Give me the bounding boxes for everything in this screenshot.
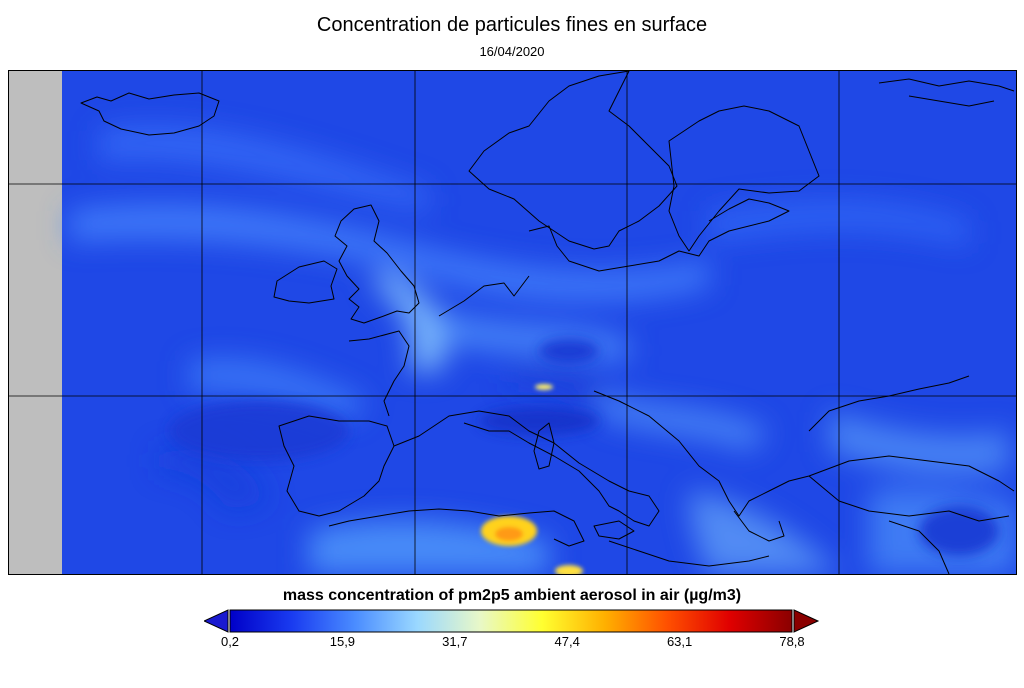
map-panel bbox=[8, 70, 1017, 575]
colorbar-tick-label: 47,4 bbox=[554, 634, 580, 649]
map-date: 16/04/2020 bbox=[479, 44, 545, 59]
colorbar-extend-high bbox=[793, 609, 820, 633]
colorbar-title: mass concentration of pm2p5 ambient aero… bbox=[282, 587, 742, 604]
map-title: Concentration de particules fines en sur… bbox=[316, 14, 708, 36]
colorbar-extend-low bbox=[202, 609, 229, 633]
high-concentration-hotspots bbox=[481, 384, 583, 574]
colorbar-ticks: 0,2 15,9 31,7 47,4 63,1 78,8 bbox=[0, 634, 1024, 652]
graticule bbox=[9, 71, 1016, 574]
colorbar-tick-label: 15,9 bbox=[329, 634, 356, 649]
colorbar-tick-label: 63,1 bbox=[666, 634, 693, 649]
pm25-map bbox=[9, 71, 1016, 574]
low-concentration-zones bbox=[169, 339, 999, 556]
colorbar-gradient bbox=[229, 609, 793, 633]
colorbar bbox=[202, 608, 820, 634]
nodata-strip bbox=[9, 71, 62, 574]
colorbar-tick-label: 31,7 bbox=[442, 634, 468, 649]
coastlines bbox=[80, 71, 1015, 574]
colorbar-tick-label: 78,8 bbox=[779, 634, 805, 649]
colorbar-svg bbox=[202, 609, 820, 633]
colorbar-tick-label: 0,2 bbox=[220, 634, 240, 649]
